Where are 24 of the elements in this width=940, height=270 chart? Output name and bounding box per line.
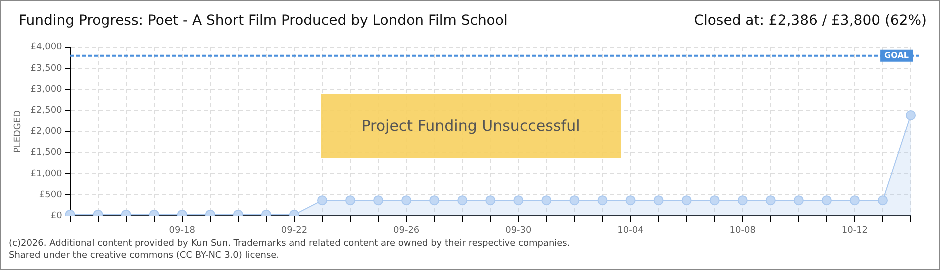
y-tick-label: £3,500 — [30, 64, 63, 74]
x-tick-label: 10-12 — [842, 226, 868, 236]
text: (c)2026. Additional content provided by Kun Sun. Trademarks and related content are owned by their respective companies. — [9, 238, 570, 250]
y-tick-label: £2,500 — [30, 106, 63, 116]
y-tick-label: £3,000 — [30, 84, 63, 95]
y-tick-label: £1,500 — [30, 148, 63, 158]
chart-subtitle: Closed at: £2,386 / £3,800 (62%) — [694, 13, 927, 29]
ref-line-label: GOAL — [884, 50, 910, 60]
x-tick-label: 10-08 — [730, 226, 756, 236]
y-tick-label: £4,000 — [30, 42, 63, 53]
y-tick-label: £1,000 — [30, 169, 63, 180]
text: Shared under the creative commons (CC BY-NC 3.0) license. — [9, 250, 281, 262]
x-tick-label: 09-30 — [506, 226, 532, 236]
y-tick-label: £500 — [39, 190, 63, 200]
y-tick-label: £0 — [50, 212, 63, 222]
chart-title: Funding Progress: Poet - A Short Film Produced by London Film School — [19, 13, 508, 29]
y-tick-label: £2,000 — [30, 127, 63, 138]
status-banner: Project Funding Unsuccessful — [321, 94, 621, 158]
annotation: Project Funding Unsuccessful — [362, 117, 580, 135]
x-tick-label: 09-26 — [393, 226, 420, 236]
x-tick-label: 09-22 — [281, 226, 308, 236]
x-tick-label: 10-04 — [618, 226, 644, 236]
x-tick-label: 09-18 — [169, 226, 196, 236]
y-axis-title: PLEDGED — [14, 110, 24, 154]
